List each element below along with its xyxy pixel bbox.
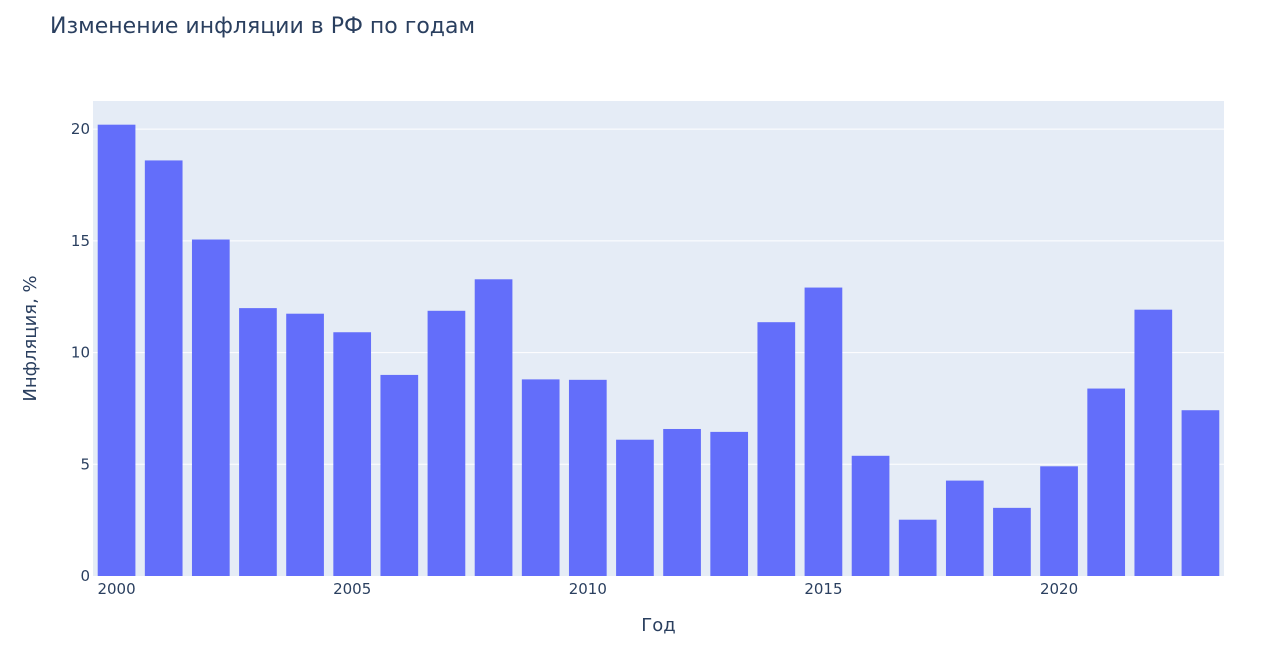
y-tick-label: 0	[80, 567, 90, 585]
bar-2007	[427, 310, 466, 576]
plot-area	[93, 101, 1224, 576]
x-tick-label: 2010	[569, 580, 607, 598]
y-axis-ticks: 0 5 10 15 20	[71, 120, 90, 585]
chart-title: Изменение инфляции в РФ по годам	[50, 14, 475, 39]
y-tick-label: 15	[71, 232, 90, 250]
y-axis-title: Инфляция, %	[20, 275, 41, 401]
bar-2018	[945, 480, 984, 576]
bar-2008	[474, 279, 513, 576]
bars	[97, 124, 1220, 577]
bar-2020	[1040, 466, 1078, 576]
x-tick-label: 2020	[1040, 580, 1078, 598]
bar-2000	[97, 124, 136, 576]
bar-2002	[191, 239, 230, 576]
x-tick-label: 2000	[97, 580, 135, 598]
bar-2006	[380, 374, 419, 576]
bar-2021	[1087, 388, 1126, 576]
y-tick-label: 5	[80, 455, 90, 473]
bar-2009	[521, 379, 560, 576]
bar-2019	[993, 507, 1031, 576]
gridlines	[93, 128, 1224, 465]
y-tick-label: 10	[71, 344, 90, 362]
x-axis-title: Год	[641, 615, 675, 636]
bar-2010	[568, 379, 607, 576]
bar-2012	[663, 428, 701, 576]
bar-2014	[757, 322, 796, 576]
bar-2013	[710, 431, 749, 576]
bar-2004	[286, 313, 324, 576]
bar-2023	[1181, 410, 1220, 576]
bar-2022	[1134, 309, 1173, 576]
y-tick-label: 20	[71, 120, 90, 138]
x-tick-label: 2005	[333, 580, 371, 598]
x-tick-label: 2015	[804, 580, 842, 598]
x-axis-ticks: 2000 2005 2010 2015 2020	[97, 580, 1078, 598]
bar-2011	[616, 439, 654, 576]
bar-2016	[851, 455, 890, 576]
bar-2001	[144, 160, 183, 577]
bar-2017	[898, 519, 937, 576]
bar-2005	[333, 332, 372, 576]
bar-2003	[239, 308, 277, 576]
bar-2015	[804, 287, 843, 576]
